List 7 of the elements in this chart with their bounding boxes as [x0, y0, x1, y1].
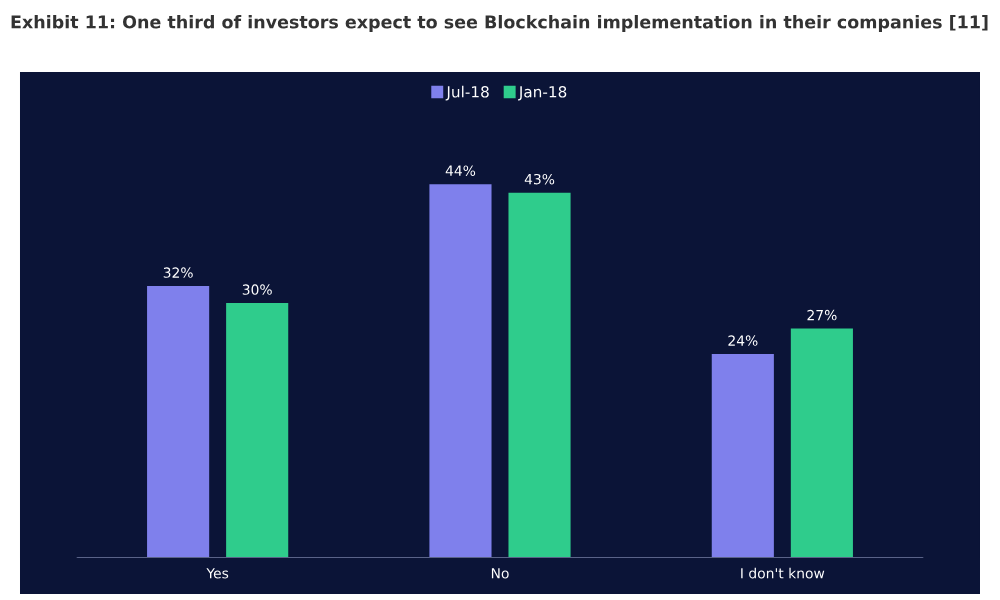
chart-title: Exhibit 11: One third of investors expect to see Blockchain implementation in their companies [11]: [11, 15, 988, 32]
bar: [711, 354, 774, 558]
bar: [508, 192, 571, 558]
bar: [790, 328, 853, 558]
bar: [429, 184, 492, 558]
bar: [147, 286, 210, 558]
bar: [226, 303, 289, 558]
